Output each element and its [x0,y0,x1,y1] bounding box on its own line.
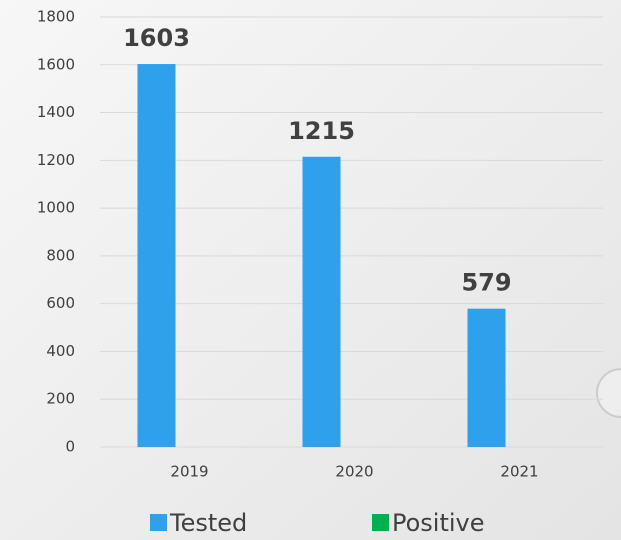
y-tick-label: 0 [65,438,75,456]
y-tick-label: 1800 [37,8,75,26]
data-label: 579 [461,269,511,297]
bar [302,156,341,447]
x-tick-label: 2020 [335,463,373,481]
bar [467,308,506,447]
x-tick-label: 2021 [500,463,538,481]
y-tick-label: 200 [46,390,75,408]
y-tick-label: 400 [46,342,75,360]
y-tick-label: 1400 [37,103,75,121]
decoration [596,368,621,418]
legend-label: Tested [169,509,247,537]
y-tick-label: 1600 [37,55,75,73]
legend-label: Positive [392,509,485,537]
bar [137,64,176,448]
legend-swatch [150,514,167,531]
y-tick-label: 800 [46,246,75,264]
data-label: 1215 [288,117,355,145]
y-tick-label: 1000 [37,199,75,217]
data-label: 1603 [123,24,190,52]
legend-swatch [372,514,389,531]
y-tick-label: 600 [46,294,75,312]
x-tick-label: 2019 [170,463,208,481]
y-tick-label: 1200 [37,151,75,169]
